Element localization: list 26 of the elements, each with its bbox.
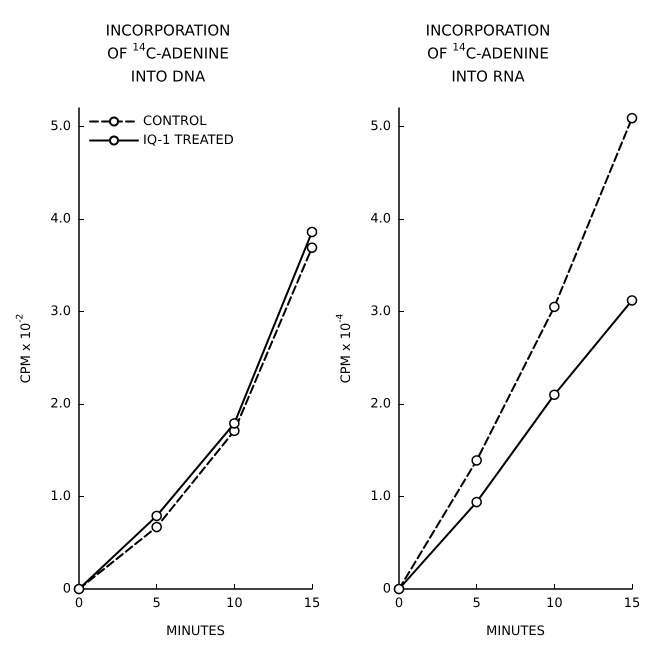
y-tick-label: 2.0 <box>50 396 71 412</box>
y-tick-label: 3.0 <box>50 304 71 319</box>
x-tick-label: 10 <box>226 596 243 611</box>
y-tick-label: 4.0 <box>370 212 391 226</box>
legend-label: CONTROL <box>143 114 208 129</box>
x-tick-label: 5 <box>152 596 161 611</box>
y-tick-label: 1.0 <box>50 489 71 504</box>
y-axis-title: CPM x 10-4 <box>336 313 354 384</box>
y-tick-label: 0 <box>62 582 71 596</box>
x-tick-label: 10 <box>546 596 563 611</box>
x-tick-label: 15 <box>624 596 640 611</box>
x-tick-label: 15 <box>304 596 320 611</box>
x-tick-label: 0 <box>394 596 404 611</box>
y-tick-label: 5.0 <box>50 119 71 134</box>
y-tick-label: 4.0 <box>50 212 71 226</box>
x-tick-label: 0 <box>74 596 84 611</box>
x-axis-title: MINUTES <box>486 624 545 639</box>
y-tick-label: 0 <box>382 582 391 596</box>
y-tick-label: 1.0 <box>370 489 391 504</box>
x-axis-title: MINUTES <box>166 624 225 639</box>
y-tick-label: 5.0 <box>370 119 391 134</box>
y-axis-title: CPM x 10-2 <box>16 314 34 384</box>
y-tick-label: 2.0 <box>370 396 391 412</box>
y-tick-label: 3.0 <box>370 304 391 319</box>
x-tick-label: 5 <box>472 596 481 611</box>
legend-label: IQ-1 TREATED <box>143 133 234 148</box>
